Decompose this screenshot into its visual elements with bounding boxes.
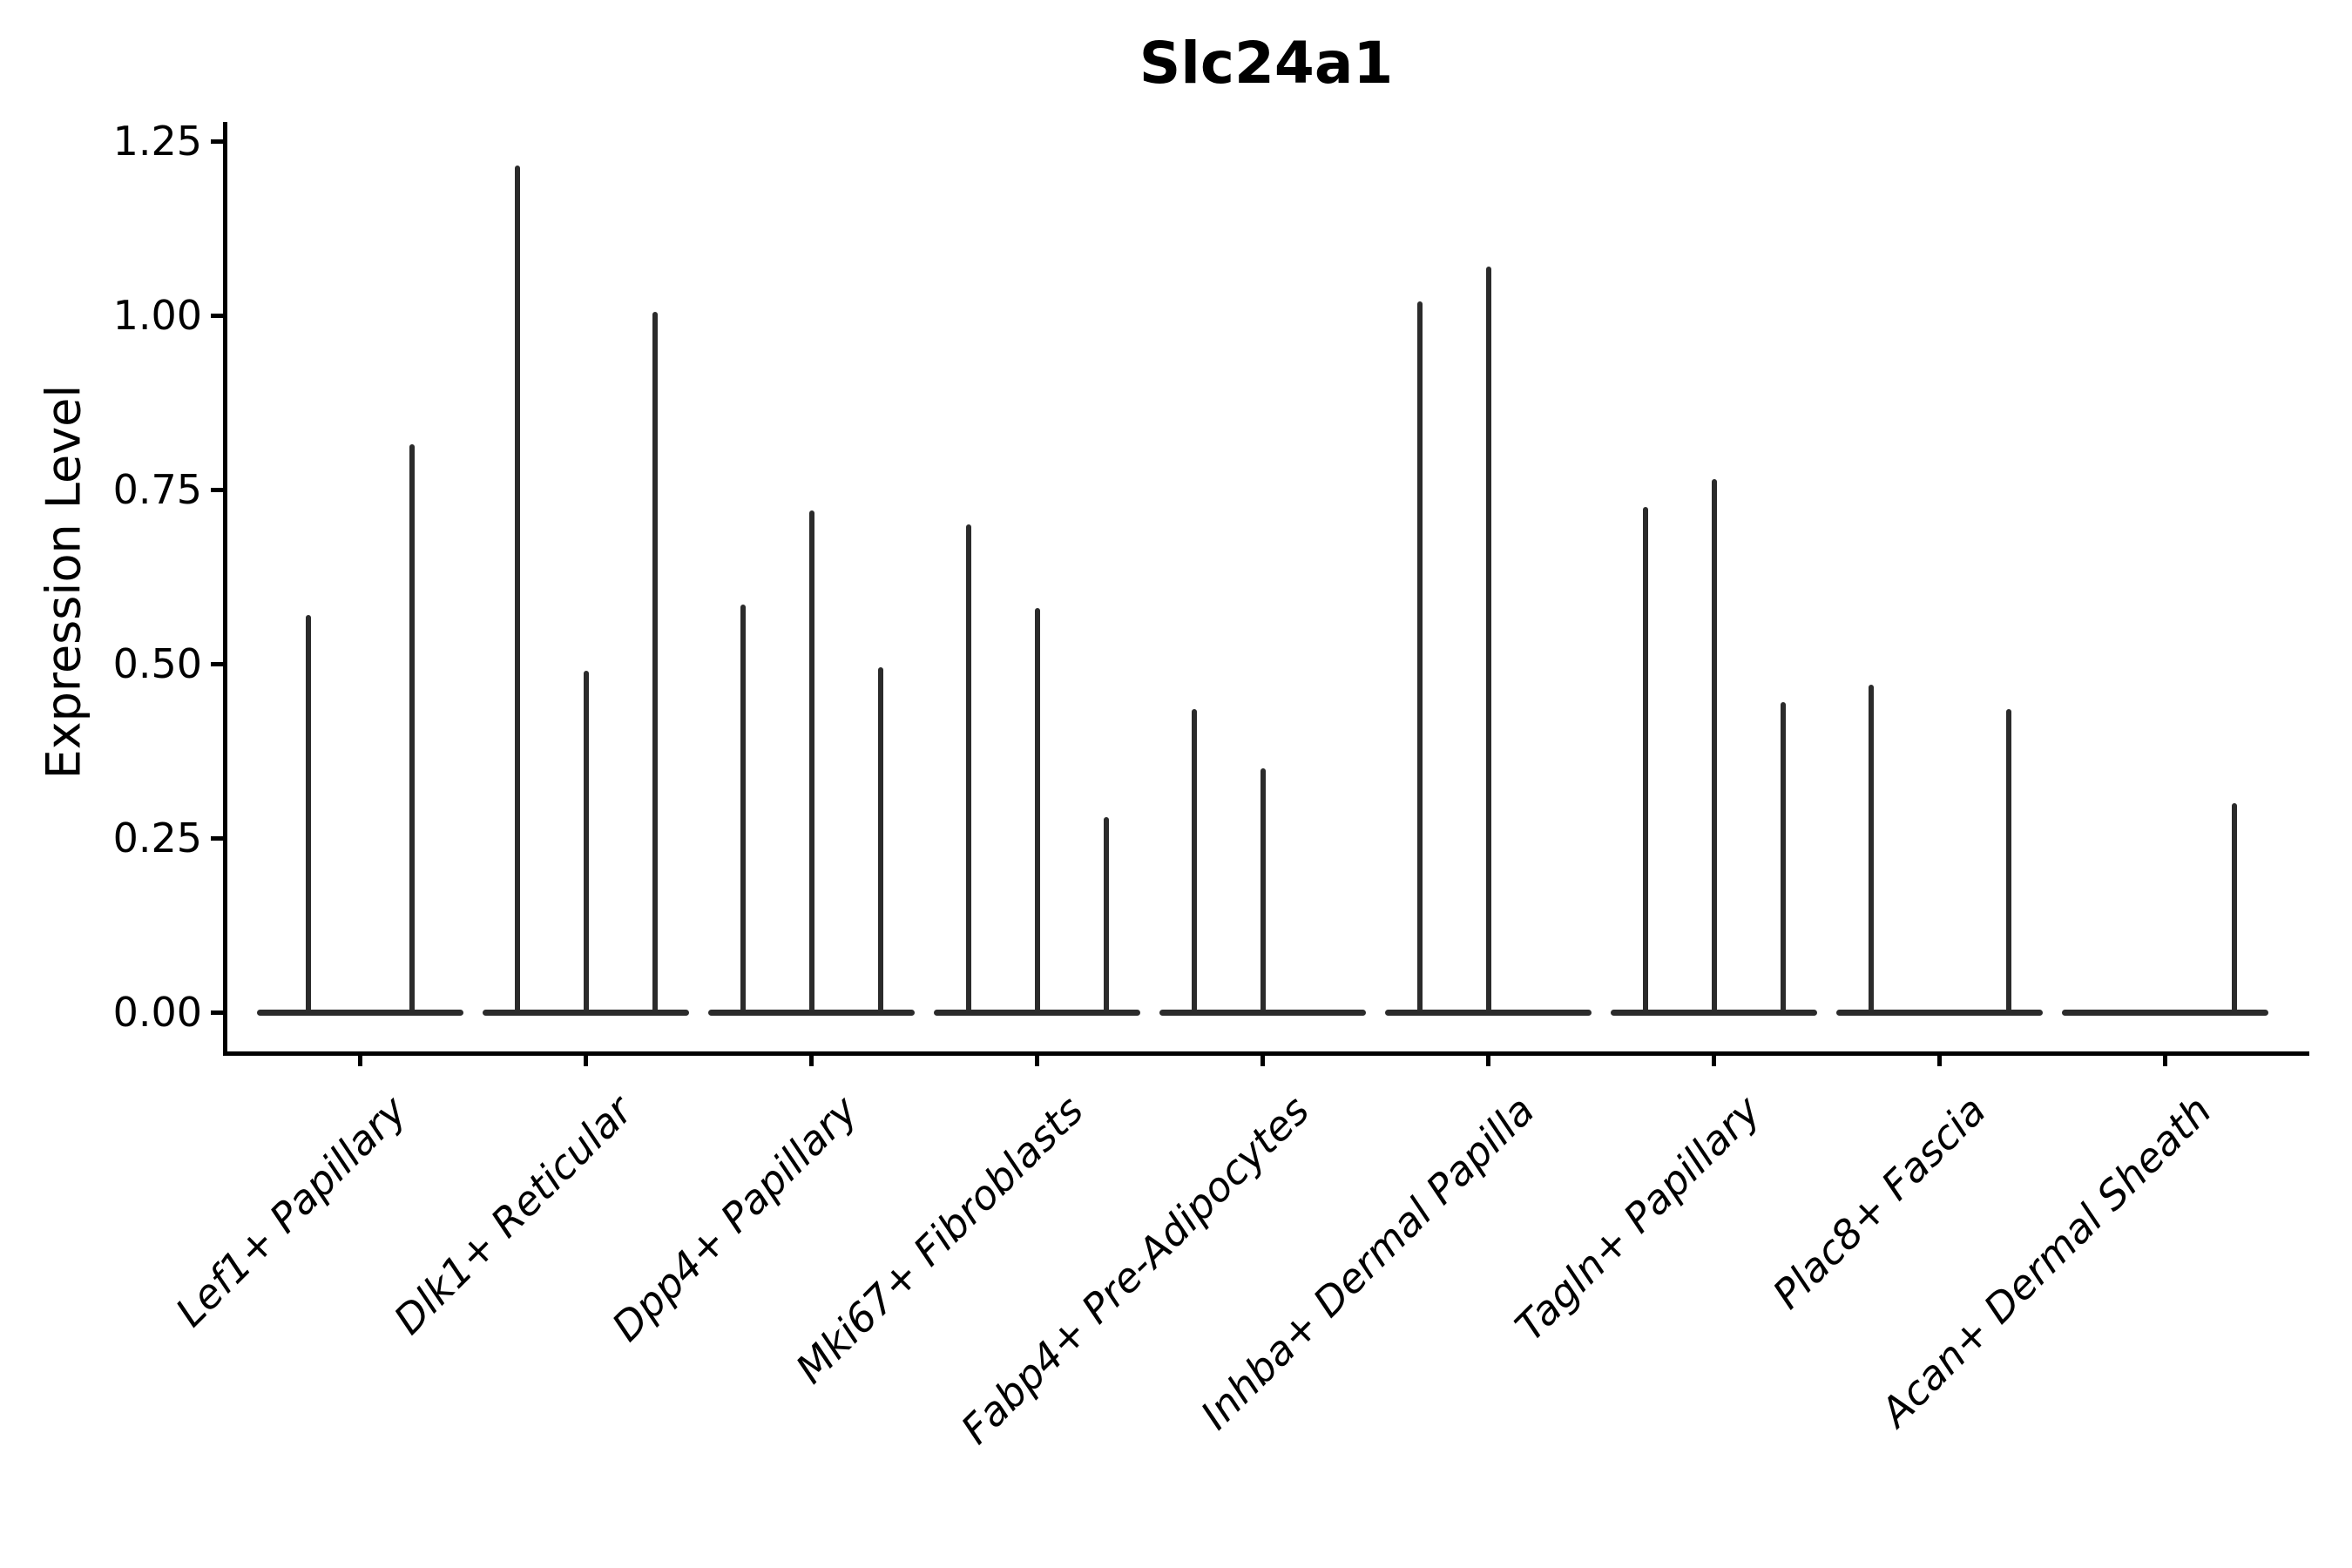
x-axis-spine [223, 1051, 2309, 1056]
violin-spike [514, 166, 520, 1015]
violin-spike [2231, 803, 2237, 1015]
x-tick-mark [584, 1051, 588, 1066]
x-tick-label: Tagln+ Papillary [1505, 1086, 1770, 1350]
x-tick-mark [1260, 1051, 1265, 1066]
violin-baseline [2062, 1010, 2268, 1016]
y-tick-label: 0.50 [112, 640, 202, 687]
violin-spike [409, 444, 415, 1015]
violin-spike [306, 615, 312, 1015]
y-tick-label: 0.75 [112, 466, 202, 513]
y-axis-spine [223, 122, 227, 1056]
x-tick-mark [2163, 1051, 2167, 1066]
x-tick-mark [358, 1051, 362, 1066]
y-tick-label: 0.25 [112, 814, 202, 862]
violin-spike [1416, 301, 1423, 1015]
y-axis-label: Expression Level [36, 384, 91, 780]
violin-spike [1260, 768, 1266, 1015]
violin-spike [1780, 702, 1786, 1015]
violin-spike [652, 312, 658, 1015]
x-tick-mark [1035, 1051, 1039, 1066]
violin-spike [1191, 709, 1197, 1015]
x-tick-label: Plac8+ Fascia [1763, 1086, 1996, 1318]
y-tick-mark [211, 661, 223, 666]
violin-spike [1034, 608, 1040, 1015]
plot-title: Slc24a1 [1139, 30, 1394, 97]
violin-spike [740, 605, 746, 1015]
x-tick-mark [1937, 1051, 1942, 1066]
violin-baseline [1836, 1010, 2043, 1016]
y-tick-mark [211, 1010, 223, 1015]
violin-spike [808, 510, 814, 1015]
y-tick-label: 1.25 [112, 118, 202, 165]
x-tick-label: Dlk1+ Reticular [384, 1086, 642, 1344]
x-tick-mark [1712, 1051, 1716, 1066]
x-tick-mark [1486, 1051, 1490, 1066]
violin-spike [1103, 817, 1109, 1015]
violin-spike [877, 667, 883, 1015]
x-tick-label: Dpp4+ Papillary [603, 1086, 868, 1351]
violin-spike [1711, 479, 1717, 1015]
y-tick-mark [211, 139, 223, 144]
violin-spike [1868, 685, 1874, 1015]
violin-spike [1642, 507, 1648, 1015]
y-tick-mark [211, 487, 223, 492]
violin-spike [965, 524, 971, 1015]
violin-spike [1485, 267, 1491, 1015]
violin-spike [583, 671, 589, 1015]
y-tick-mark [211, 313, 223, 318]
violin-spike [2005, 709, 2011, 1015]
y-tick-label: 0.00 [112, 989, 202, 1036]
y-tick-label: 1.00 [112, 292, 202, 339]
x-tick-mark [809, 1051, 814, 1066]
y-tick-mark [211, 835, 223, 841]
x-tick-label: Lef1+ Papillary [166, 1086, 416, 1336]
violin-baseline [257, 1010, 463, 1016]
